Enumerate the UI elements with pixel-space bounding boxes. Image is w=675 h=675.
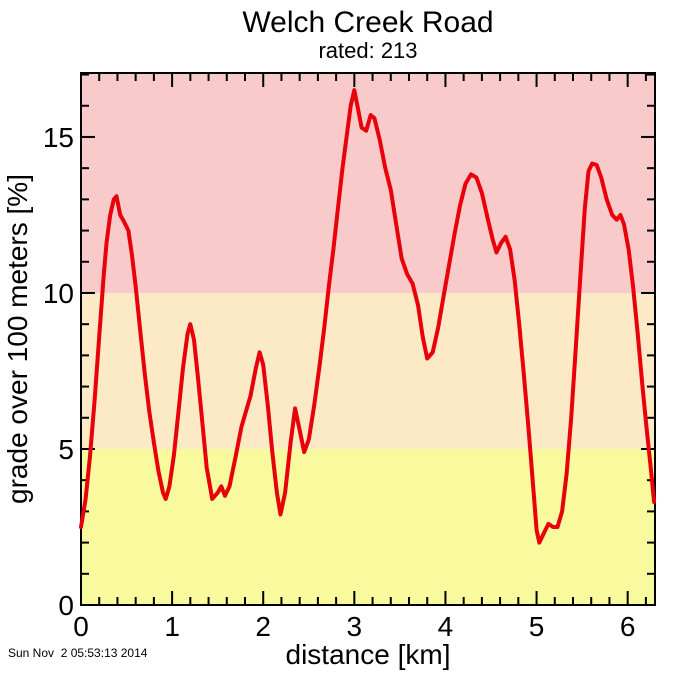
x-tick-label: 3 [347,611,363,642]
y-tick-label: 0 [58,590,74,621]
chart-title: Welch Creek Road [242,6,493,39]
x-tick-label: 2 [255,611,271,642]
grade-band-2 [81,73,655,293]
x-tick-label: 5 [529,611,545,642]
timestamp: Sun Nov 2 05:53:13 2014 [8,646,148,660]
x-axis-label: distance [km] [286,639,451,670]
grade-line-grade [79,88,657,545]
ticks [80,73,655,606]
x-tick-label: 0 [73,611,89,642]
x-tick-label: 6 [620,611,636,642]
y-tick-label: 10 [43,278,74,309]
y-axis-label: grade over 100 meters [%] [2,174,33,504]
y-tick-label: 5 [58,434,74,465]
x-tick-label: 1 [164,611,180,642]
chart-subtitle: rated: 213 [318,38,417,63]
grade-band-0 [81,448,655,605]
x-tick-label: 4 [438,611,454,642]
y-tick-label: 15 [43,122,74,153]
plot-area: 0 1 2 3 4 5 6 0 5 10 15 [43,72,657,642]
plot-frame [80,72,656,606]
